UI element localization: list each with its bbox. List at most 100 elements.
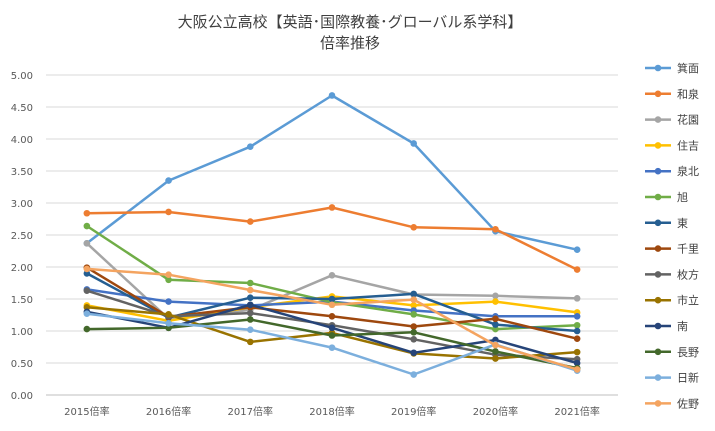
legend-label: 東 [677, 217, 688, 230]
data-point [246, 294, 254, 302]
data-point [328, 301, 336, 309]
data-point [410, 290, 418, 298]
data-point [492, 292, 499, 300]
series-line [85, 94, 579, 251]
data-point [83, 222, 91, 230]
x-tick-label: 2020倍率 [473, 405, 518, 418]
data-point [573, 321, 581, 329]
series-line [85, 206, 579, 271]
legend-swatch-marker [654, 116, 662, 123]
legend-swatch-marker [654, 271, 662, 278]
data-point [165, 177, 172, 184]
data-point [83, 325, 91, 333]
data-point [573, 266, 581, 273]
legend-label: 住吉 [677, 138, 699, 152]
y-tick-label: 2.00 [11, 263, 33, 274]
y-tick-label: 0.50 [11, 359, 33, 370]
data-point [328, 295, 336, 303]
data-point [328, 204, 336, 211]
legend-label: 千里 [677, 243, 699, 256]
data-point [246, 326, 254, 334]
chart-title-line2: 倍率推移 [320, 34, 380, 52]
data-point [410, 336, 418, 343]
y-axis-ticks: 0.00 0.50 1.00 1.50 2.00 2.50 3.00 3.50 4.00 4.50… [11, 71, 33, 402]
data-point [83, 310, 91, 318]
data-point [246, 218, 254, 225]
y-tick-label: 4.00 [11, 135, 33, 146]
data-point [573, 348, 581, 356]
data-point [492, 348, 499, 355]
data-point [165, 320, 172, 327]
data-point [165, 311, 172, 318]
legend-swatch-marker [654, 219, 662, 227]
legend-swatch-marker [654, 322, 662, 330]
data-point [492, 315, 499, 323]
data-point [246, 143, 254, 150]
legend-label: 長野 [677, 346, 699, 359]
data-point [165, 276, 172, 284]
data-point [328, 324, 336, 332]
legend-item: 日新 [645, 371, 699, 385]
x-axis-ticks: 2015倍率 2016倍率 2017倍率 2018倍率 2019倍率 2020倍率 2021… [64, 405, 600, 418]
data-point [410, 323, 418, 330]
x-tick-label: 2015倍率 [64, 405, 109, 418]
series-13 [83, 265, 581, 373]
data-point [492, 341, 499, 349]
data-point [573, 366, 581, 373]
x-tick-label: 2017倍率 [228, 405, 273, 418]
legend-label: 日新 [677, 371, 699, 385]
data-point [165, 208, 172, 216]
legend-swatch-marker [654, 400, 662, 407]
data-point [165, 298, 172, 305]
legend-swatch-marker [654, 90, 662, 98]
legend-label: 南 [677, 320, 688, 333]
data-point [246, 279, 254, 287]
data-point [328, 272, 336, 279]
legend-swatch-marker [654, 245, 662, 252]
legend-swatch-marker [654, 167, 662, 175]
legend-item: 旭 [645, 190, 688, 204]
data-point [246, 316, 254, 323]
data-point [83, 209, 91, 217]
data-point [246, 309, 254, 317]
data-point [246, 301, 254, 309]
data-point [492, 355, 499, 362]
legend-label: 佐野 [677, 396, 699, 410]
data-point [83, 265, 91, 273]
legend-swatch-marker [654, 374, 662, 381]
series-1 [83, 204, 581, 273]
x-tick-label: 2019倍率 [391, 405, 436, 418]
legend-item: 和泉 [645, 87, 699, 101]
series-lines [83, 92, 581, 378]
data-point [83, 287, 91, 294]
data-point [410, 349, 418, 357]
data-point [573, 335, 581, 342]
legend-item: 南 [645, 320, 688, 333]
data-point [246, 338, 254, 346]
legend-item: 市立 [645, 293, 699, 307]
legend-label: 市立 [677, 293, 699, 307]
legend-item: 箕面 [645, 61, 699, 75]
legend-item: 佐野 [645, 396, 699, 410]
y-tick-label: 0.00 [11, 391, 33, 402]
legend-item: 長野 [645, 346, 699, 359]
data-point [573, 295, 581, 302]
data-point [83, 240, 91, 247]
data-point [573, 246, 581, 254]
legend-label: 和泉 [677, 87, 699, 101]
data-point [328, 92, 336, 99]
legend-item: 花園 [645, 114, 699, 127]
legend-label: 花園 [677, 114, 699, 127]
y-tick-label: 3.50 [11, 167, 33, 178]
data-point [573, 327, 581, 335]
legend-swatch-marker [654, 296, 662, 304]
legend-label: 旭 [677, 190, 688, 204]
data-point [410, 296, 418, 303]
data-point [328, 312, 336, 320]
legend-label: 枚方 [677, 267, 699, 281]
data-point [410, 224, 418, 231]
data-point [492, 225, 499, 233]
